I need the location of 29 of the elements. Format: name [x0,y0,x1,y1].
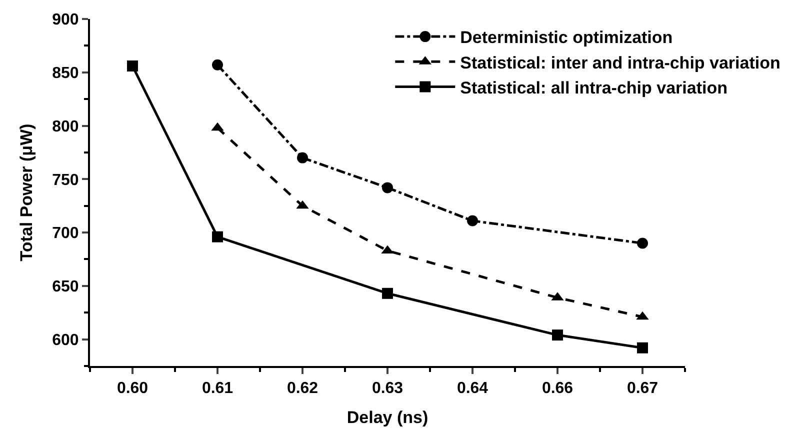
legend-label: Statistical: inter and intra-chip variation [460,53,780,72]
y-axis-title: Total Power (μW) [17,124,36,262]
y-tick-label: 650 [52,278,79,296]
point [297,152,308,164]
y-tick-label: 750 [52,172,79,189]
point [127,60,138,72]
point [637,238,648,249]
x-tick-label: 0.63 [372,380,404,398]
x-tick-label: 0.66 [542,380,574,398]
point [552,330,563,341]
x-tick-label: 0.61 [202,380,234,398]
y-tick-label: 900 [52,12,79,29]
legend-label: Deterministic optimization [460,28,673,48]
x-tick-label: 0.64 [456,380,488,398]
y-tick-label: 700 [52,225,79,242]
x-tick-label: 0.60 [116,380,148,398]
legend-label: Statistical: all intra-chip variation [460,78,728,98]
point [382,182,393,194]
point [212,59,223,70]
y-tick-label: 600 [52,332,79,349]
point [212,231,223,242]
y-tick-label: 800 [52,118,79,136]
y-tick-label: 850 [52,64,79,82]
point [467,215,478,226]
x-axis-title: Delay (ns) [346,408,428,428]
x-tick-label: 0.62 [286,380,318,398]
point [637,342,648,354]
x-tick-label: 0.67 [626,380,658,398]
point [382,288,393,299]
